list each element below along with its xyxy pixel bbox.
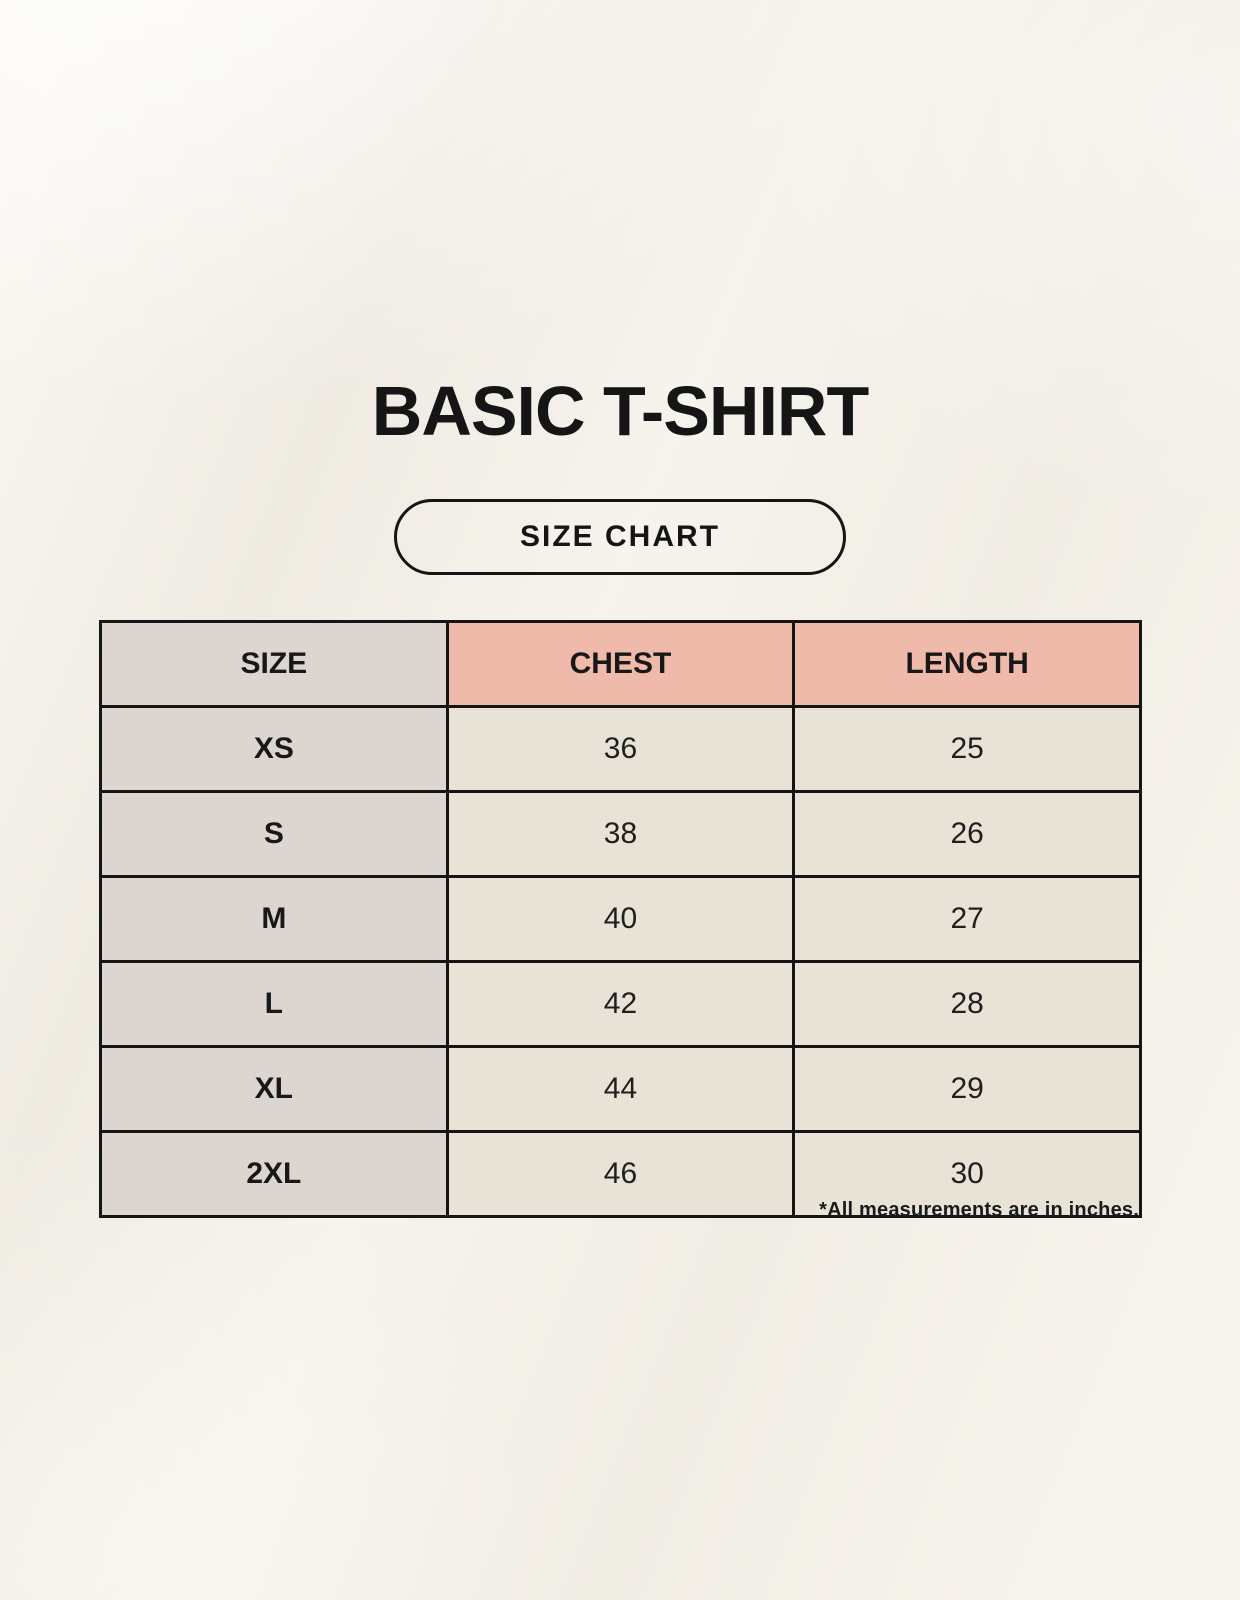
size-cell: XS (99, 705, 449, 793)
column-header-chest: CHEST (445, 620, 796, 708)
size-chart-table: SIZE CHEST LENGTH XS 36 25 S 38 26 M 40 … (99, 620, 1142, 1218)
page-title: BASIC T-SHIRT (371, 372, 869, 450)
size-cell: L (99, 960, 449, 1048)
column-header-length: LENGTH (792, 620, 1142, 708)
chest-cell: 38 (445, 790, 796, 878)
chest-cell: 40 (445, 875, 796, 963)
header-row: SIZE CHEST LENGTH (99, 620, 1142, 708)
size-cell: XL (99, 1045, 449, 1133)
length-cell: 25 (792, 705, 1142, 793)
table-header: SIZE CHEST LENGTH (99, 620, 1142, 708)
size-cell: S (99, 790, 449, 878)
length-cell: 26 (792, 790, 1142, 878)
table-row: M 40 27 (99, 875, 1142, 963)
table-row: XS 36 25 (99, 705, 1142, 793)
chest-cell: 42 (445, 960, 796, 1048)
chest-cell: 36 (445, 705, 796, 793)
table-row: XL 44 29 (99, 1045, 1142, 1133)
column-header-size: SIZE (99, 620, 449, 708)
table-row: S 38 26 (99, 790, 1142, 878)
chest-cell: 46 (445, 1130, 796, 1218)
chest-cell: 44 (445, 1045, 796, 1133)
size-cell: M (99, 875, 449, 963)
length-cell: 28 (792, 960, 1142, 1048)
length-cell: 27 (792, 875, 1142, 963)
size-cell: 2XL (99, 1130, 449, 1218)
length-cell: 29 (792, 1045, 1142, 1133)
measurements-footnote: *All measurements are in inches. (819, 1199, 1139, 1221)
size-chart-button[interactable]: SIZE CHART (394, 499, 846, 575)
table-row: 2XL 46 30 (99, 1130, 1142, 1218)
length-cell: 30 (792, 1130, 1142, 1218)
table-row: L 42 28 (99, 960, 1142, 1048)
